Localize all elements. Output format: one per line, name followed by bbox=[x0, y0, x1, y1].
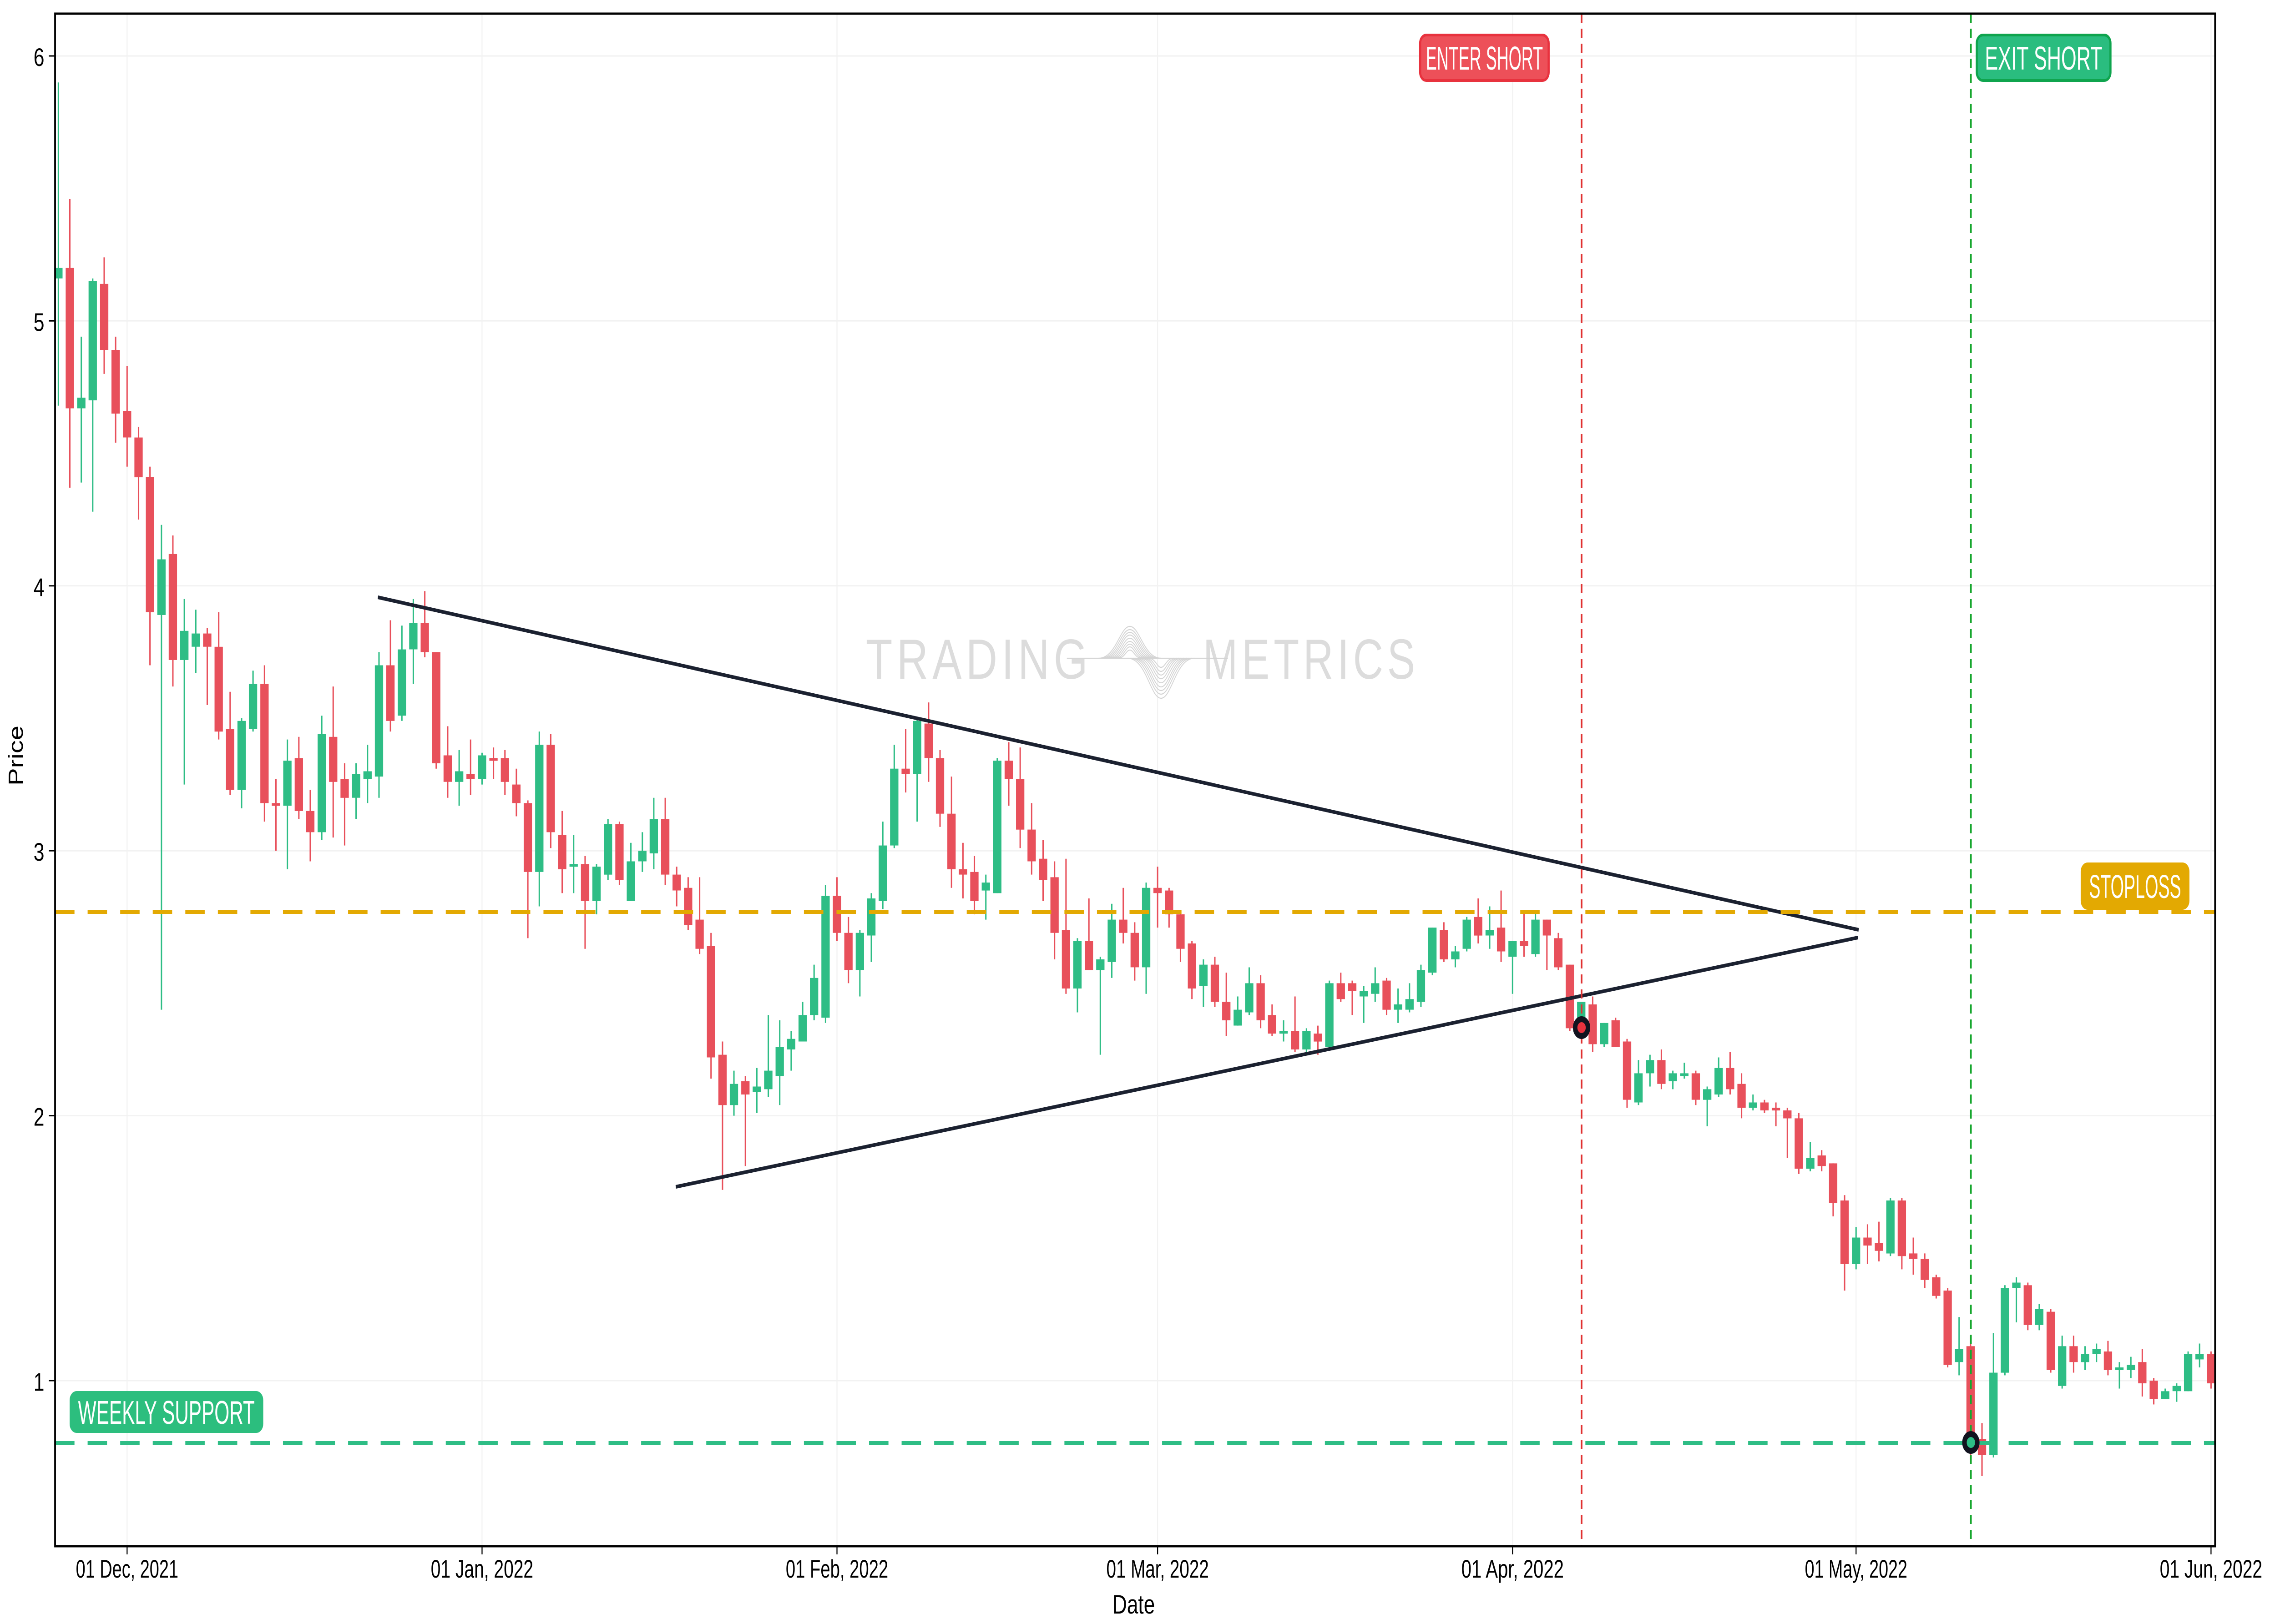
svg-text:6: 6 bbox=[34, 43, 45, 71]
svg-text:EXIT SHORT: EXIT SHORT bbox=[1985, 40, 2102, 77]
svg-text:2: 2 bbox=[34, 1103, 45, 1131]
svg-text:5: 5 bbox=[34, 308, 45, 337]
svg-text:01 Mar, 2022: 01 Mar, 2022 bbox=[1106, 1554, 1208, 1583]
svg-text:Date: Date bbox=[1112, 1589, 1155, 1619]
svg-text:WEEKLY SUPPORT: WEEKLY SUPPORT bbox=[78, 1394, 255, 1431]
svg-text:STOPLOSS: STOPLOSS bbox=[2089, 868, 2181, 905]
svg-text:01 Jun, 2022: 01 Jun, 2022 bbox=[2160, 1554, 2262, 1583]
svg-text:01 Jan, 2022: 01 Jan, 2022 bbox=[431, 1554, 533, 1583]
svg-text:01 Apr, 2022: 01 Apr, 2022 bbox=[1461, 1554, 1564, 1583]
svg-text:1: 1 bbox=[34, 1367, 45, 1396]
svg-text:4: 4 bbox=[34, 573, 45, 601]
svg-text:3: 3 bbox=[34, 838, 45, 867]
svg-text:Price: Price bbox=[5, 726, 27, 786]
svg-text:01 Dec, 2021: 01 Dec, 2021 bbox=[76, 1554, 178, 1583]
svg-text:TRADING: TRADING bbox=[866, 628, 1092, 691]
svg-text:METRICS: METRICS bbox=[1203, 628, 1419, 691]
svg-text:01 May, 2022: 01 May, 2022 bbox=[1805, 1554, 1907, 1583]
svg-text:01 Feb, 2022: 01 Feb, 2022 bbox=[786, 1554, 888, 1583]
svg-text:ENTER SHORT: ENTER SHORT bbox=[1426, 40, 1543, 77]
